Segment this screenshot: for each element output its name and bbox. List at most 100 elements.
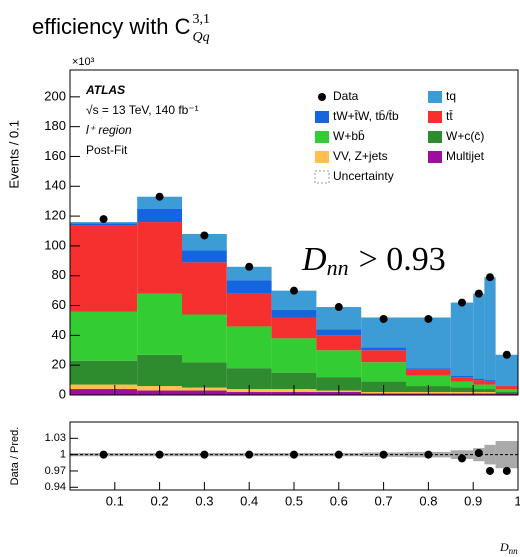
ratio-point	[200, 450, 209, 459]
title-sup: 3,1	[193, 12, 211, 27]
legend-marker	[318, 93, 326, 101]
histogram-segment	[271, 338, 317, 373]
histogram-segment	[226, 266, 272, 281]
data-point	[379, 314, 388, 323]
legend-label: VV, Z+jets	[333, 149, 388, 163]
legend-swatch	[315, 111, 329, 123]
histogram-segment	[450, 381, 474, 388]
x-tick-label: 0.2	[151, 493, 169, 508]
histogram-segment	[484, 380, 496, 382]
histogram-segment	[271, 310, 317, 318]
ratio-point	[474, 449, 483, 458]
histogram-segment	[484, 389, 496, 393]
x-tick-label: 0.6	[330, 493, 348, 508]
data-point	[458, 298, 466, 307]
x-tick-label: 0.8	[419, 493, 437, 508]
histogram-segment	[70, 384, 138, 390]
data-point	[502, 350, 511, 359]
histogram-segment	[316, 377, 362, 391]
legend-swatch	[428, 91, 442, 103]
annotation: √s = 13 TeV, 140 fb⁻¹	[86, 103, 199, 117]
y-tick-label: 80	[52, 267, 66, 282]
histogram-segment	[271, 317, 317, 339]
histogram-segment	[450, 375, 474, 378]
histogram-segment	[137, 354, 182, 387]
histogram-segment	[484, 392, 496, 394]
histogram-segment	[182, 262, 227, 315]
ratio-point	[334, 450, 343, 459]
histogram-segment	[406, 368, 451, 370]
histogram-segment	[70, 389, 138, 395]
y-scale-label: ×10³	[72, 56, 95, 68]
x-tick-label: 1	[514, 493, 520, 508]
data-point	[474, 289, 483, 298]
y-tick-label: 160	[44, 148, 66, 163]
legend-swatch	[428, 131, 442, 143]
legend-label: Uncertainty	[333, 169, 394, 183]
y-tick-label: 60	[52, 297, 66, 312]
annotation: ATLAS	[85, 83, 125, 97]
y-tick-label: 120	[44, 208, 66, 223]
histogram-segment	[182, 362, 227, 388]
ratio-y-tick-label: 0.97	[45, 465, 66, 477]
annotation: Post-Fit	[86, 143, 128, 157]
title-sub: Qq	[193, 30, 210, 45]
ratio-y-tick-label: 0.94	[45, 481, 66, 493]
histogram-segment	[484, 384, 496, 390]
histogram-segment	[70, 225, 138, 312]
ratio-point	[99, 450, 108, 459]
x-tick-label: 0.7	[375, 493, 393, 508]
data-point	[486, 273, 494, 282]
ratio-point	[155, 450, 164, 459]
histogram-segment	[361, 350, 406, 363]
histogram-segment	[495, 354, 518, 387]
ratio-point	[290, 450, 298, 459]
histogram-segment	[473, 380, 485, 385]
y-tick-label: 20	[52, 357, 66, 372]
legend-swatch	[314, 170, 330, 184]
cut-main: D	[301, 241, 327, 278]
histogram-segment	[226, 326, 272, 369]
legend-label: Data	[333, 89, 359, 103]
histogram-segment	[226, 368, 272, 390]
ratio-point	[458, 454, 466, 463]
chart-title: efficiency with C	[32, 14, 191, 39]
histogram-segment	[182, 233, 227, 251]
data-point	[99, 215, 108, 224]
cut-rest: > 0.93	[359, 241, 446, 278]
histogram-segment	[271, 290, 317, 311]
annotation: l⁺ region	[86, 123, 132, 137]
histogram-segment	[473, 389, 485, 393]
histogram-segment	[473, 293, 485, 379]
histogram-segment	[495, 392, 518, 394]
histogram-segment	[473, 392, 485, 394]
data-point	[155, 192, 164, 201]
ratio-point	[502, 466, 511, 475]
x-tick-label: 0.1	[106, 493, 124, 508]
data-point	[290, 286, 298, 295]
y-tick-label: 100	[44, 237, 66, 252]
ratio-point	[245, 450, 254, 459]
histogram-segment	[406, 375, 451, 387]
histogram-segment	[271, 372, 317, 390]
histogram-segment	[226, 293, 272, 327]
histogram-segment	[450, 392, 474, 394]
histogram-segment	[495, 389, 518, 393]
data-point	[424, 314, 433, 323]
histogram-segment	[316, 335, 362, 351]
ratio-y-label: Data / Pred.	[9, 427, 21, 486]
histogram-segment	[473, 378, 485, 381]
histogram-segment	[182, 314, 227, 363]
histogram-segment	[495, 393, 518, 395]
ratio-point	[379, 450, 388, 459]
ratio-y-tick-label: 1.03	[45, 432, 66, 444]
histogram-segment	[226, 280, 272, 294]
x-label-main: D	[499, 540, 509, 554]
ratio-point	[424, 450, 433, 459]
legend-label: tW+t̄W, tb̄/t̄b	[333, 109, 399, 123]
histogram-segment	[137, 196, 182, 209]
histogram-segment	[70, 360, 138, 385]
histogram-segment	[484, 393, 496, 395]
x-tick-label: 0.5	[285, 493, 303, 508]
